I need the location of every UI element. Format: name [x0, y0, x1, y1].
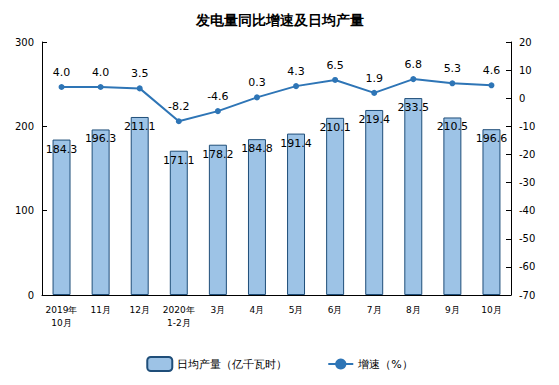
svg-text:9月: 9月: [445, 305, 460, 315]
svg-text:1.9: 1.9: [365, 72, 383, 85]
svg-text:10: 10: [519, 65, 532, 76]
svg-text:210.5: 210.5: [437, 120, 469, 133]
svg-text:11月: 11月: [90, 305, 110, 315]
svg-text:1-2月: 1-2月: [167, 318, 191, 328]
svg-text:4.0: 4.0: [53, 66, 71, 79]
svg-text:211.1: 211.1: [124, 120, 156, 133]
svg-text:100: 100: [15, 205, 34, 216]
svg-text:178.2: 178.2: [202, 148, 234, 161]
svg-text:8月: 8月: [406, 305, 421, 315]
svg-text:0: 0: [519, 93, 525, 104]
svg-text:6.8: 6.8: [405, 58, 423, 71]
svg-text:20: 20: [519, 37, 532, 48]
svg-text:-40: -40: [519, 205, 535, 216]
svg-text:4月: 4月: [250, 305, 265, 315]
svg-text:3.5: 3.5: [131, 67, 149, 80]
svg-text:191.4: 191.4: [280, 137, 312, 150]
svg-text:184.3: 184.3: [46, 143, 78, 156]
svg-text:4.6: 4.6: [483, 64, 501, 77]
svg-text:12月: 12月: [129, 305, 149, 315]
svg-text:10月: 10月: [51, 318, 71, 328]
svg-text:2019年: 2019年: [46, 305, 78, 315]
svg-text:0: 0: [28, 290, 34, 301]
svg-text:4.0: 4.0: [92, 66, 110, 79]
svg-text:233.5: 233.5: [398, 101, 430, 114]
svg-text:6月: 6月: [328, 305, 343, 315]
svg-text:171.1: 171.1: [163, 154, 195, 167]
svg-text:196.6: 196.6: [476, 132, 508, 145]
svg-text:日均产量（亿千瓦时）: 日均产量（亿千瓦时）: [177, 358, 287, 371]
svg-text:4.3: 4.3: [287, 65, 305, 78]
svg-text:增速（%）: 增速（%）: [357, 358, 412, 371]
svg-text:-8.2: -8.2: [168, 100, 189, 113]
svg-text:200: 200: [15, 121, 34, 132]
svg-text:-10: -10: [519, 121, 535, 132]
svg-text:发电量同比增速及日均产量: 发电量同比增速及日均产量: [195, 12, 364, 28]
svg-text:210.1: 210.1: [319, 121, 351, 134]
svg-text:5.3: 5.3: [444, 62, 462, 75]
svg-text:3月: 3月: [211, 305, 226, 315]
svg-text:196.3: 196.3: [85, 132, 117, 145]
svg-text:-70: -70: [519, 290, 535, 301]
svg-text:184.8: 184.8: [241, 142, 273, 155]
svg-text:6.5: 6.5: [326, 59, 344, 72]
svg-text:-60: -60: [519, 261, 535, 272]
svg-text:0.3: 0.3: [248, 76, 266, 89]
svg-text:-50: -50: [519, 233, 535, 244]
svg-text:-4.6: -4.6: [207, 90, 228, 103]
svg-text:-30: -30: [519, 177, 535, 188]
svg-text:300: 300: [15, 37, 34, 48]
svg-text:-20: -20: [519, 149, 535, 160]
svg-text:5月: 5月: [289, 305, 304, 315]
svg-text:7月: 7月: [367, 305, 382, 315]
svg-text:2020年: 2020年: [163, 305, 195, 315]
svg-text:10月: 10月: [481, 305, 501, 315]
svg-text:219.4: 219.4: [358, 113, 390, 126]
